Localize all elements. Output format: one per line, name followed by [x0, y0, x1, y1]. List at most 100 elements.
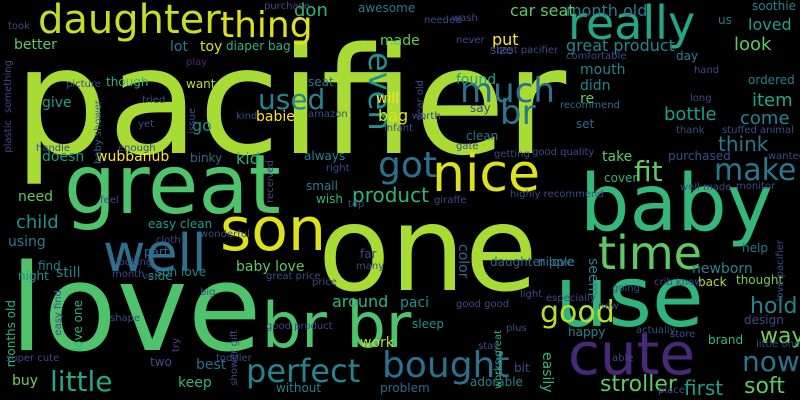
cloud-word: baby	[580, 159, 773, 249]
cloud-word: bag	[378, 106, 409, 125]
cloud-word: thought	[736, 273, 784, 287]
cloud-word: far	[360, 247, 377, 261]
cloud-word: plus	[506, 323, 527, 334]
cloud-word: problem	[380, 381, 430, 395]
cloud-word: even	[361, 52, 399, 131]
cloud-word: stuffed animal	[722, 125, 794, 136]
cloud-word: soft	[744, 374, 785, 399]
cloud-word: find	[38, 259, 61, 273]
cloud-word: keep	[178, 375, 212, 391]
cloud-word: product	[352, 183, 429, 207]
cloud-word: used	[258, 83, 326, 116]
cloud-word: good good	[456, 299, 510, 310]
cloud-word: pacifier	[14, 16, 567, 188]
cloud-word: got	[378, 145, 437, 186]
cloud-word: comfortable	[566, 51, 627, 62]
cloud-word: help	[742, 241, 768, 255]
cloud-word: works great	[493, 330, 504, 390]
cloud-word: something	[3, 60, 14, 113]
cloud-word: loved	[748, 15, 792, 34]
cloud-word: babie	[256, 109, 295, 125]
cloud-word: month	[112, 269, 145, 280]
cloud-word: highly recommend	[510, 189, 604, 200]
cloud-word: child	[16, 212, 59, 233]
cloud-word: side	[148, 269, 173, 283]
cloud-word: great product	[566, 36, 675, 55]
cloud-word: design	[744, 313, 784, 327]
cloud-word: handle	[36, 143, 71, 154]
cloud-word: top	[348, 199, 365, 210]
cloud-word: clean	[466, 129, 499, 143]
cloud-word: place	[658, 385, 685, 396]
cloud-word: nice	[432, 144, 540, 204]
cloud-word: wish	[316, 192, 344, 206]
cloud-word: car seat	[510, 1, 575, 20]
cloud-word: yet	[138, 119, 154, 130]
cloud-word: easy clean	[148, 217, 213, 231]
cloud-word: son love	[156, 265, 207, 279]
cloud-word: worth	[412, 111, 441, 122]
cloud-word: made	[380, 33, 420, 49]
cloud-word: time	[598, 226, 702, 280]
cloud-word: size	[490, 43, 514, 57]
cloud-word: hand	[694, 65, 720, 76]
cloud-word: work	[360, 335, 394, 351]
cloud-word: purchase	[264, 1, 310, 12]
cloud-word: year old	[415, 80, 426, 121]
cloud-word: cute	[568, 320, 696, 388]
cloud-word: love	[10, 240, 262, 379]
cloud-word: wash	[452, 13, 478, 24]
cloud-word: great price	[266, 271, 321, 282]
cloud-word: wubbanub	[96, 149, 170, 165]
cloud-word: giraffe	[434, 195, 467, 206]
cloud-word: stay	[478, 341, 500, 352]
cloud-word: happy	[568, 325, 606, 339]
cloud-word: put	[492, 30, 519, 49]
cloud-word: toy	[200, 39, 223, 55]
cloud-word: took	[8, 21, 30, 32]
cloud-word: toddler	[216, 353, 252, 364]
cloud-word: much	[460, 71, 555, 111]
cloud-word: color	[455, 244, 471, 279]
cloud-word: amazon	[308, 109, 348, 120]
cloud-word: good quality	[532, 147, 595, 158]
cloud-word: need	[18, 189, 53, 205]
cloud-word: ordered	[748, 73, 795, 87]
cloud-word: way	[760, 324, 800, 349]
cloud-word: will	[376, 91, 400, 107]
cloud-word: using	[8, 234, 46, 250]
cloud-word: baby shower	[93, 100, 104, 165]
cloud-word: kind	[236, 111, 258, 122]
cloud-word: shape	[110, 313, 141, 324]
cloud-word: shower gift	[229, 330, 240, 386]
cloud-word: mouth	[580, 62, 626, 78]
cloud-word: still	[56, 265, 81, 281]
cloud-word: part	[144, 245, 169, 259]
cloud-word: binky	[190, 151, 223, 165]
cloud-word: love one	[71, 300, 85, 352]
cloud-word: little	[50, 365, 113, 398]
cloud-word: know	[676, 277, 703, 288]
cloud-word: recommend	[560, 100, 620, 111]
cloud-word: doesn	[42, 149, 85, 165]
cloud-word: make	[714, 153, 797, 188]
cloud-word: getting	[494, 149, 530, 160]
cloud-word: really	[568, 0, 696, 50]
cloud-word: ve	[142, 271, 155, 282]
cloud-word: item	[752, 90, 793, 111]
cloud-word: light	[520, 289, 543, 300]
cloud-word: wonderful	[200, 229, 250, 240]
cloud-word: love pacifier	[775, 240, 786, 302]
cloud-word: enough	[118, 143, 156, 154]
cloud-word: two	[150, 355, 172, 369]
cloud-word: stroller	[600, 372, 677, 397]
cloud-word: kid	[236, 149, 260, 168]
cloud-word: think	[718, 132, 769, 156]
cloud-word: going	[612, 283, 640, 294]
cloud-word: lot	[170, 39, 188, 55]
cloud-word: wanted	[768, 151, 800, 162]
cloud-word: fit	[634, 155, 663, 188]
cloud-word: great	[64, 138, 281, 233]
cloud-word: store	[670, 329, 696, 340]
cloud-word: soothie	[752, 0, 796, 13]
